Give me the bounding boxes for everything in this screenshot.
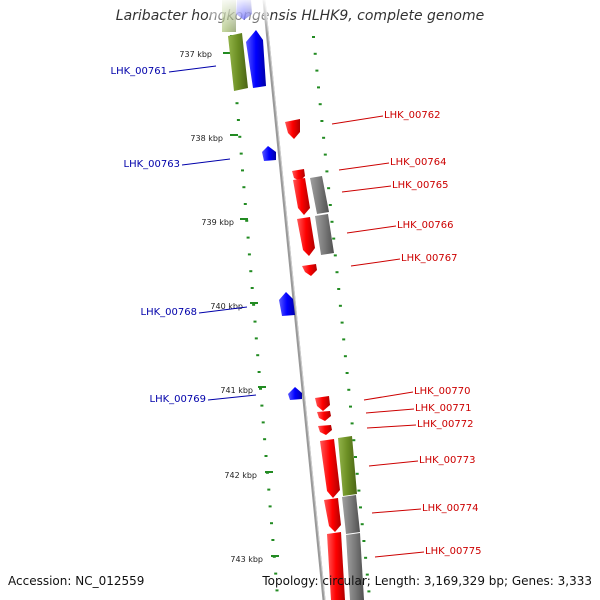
kbp-label: 739 kbp	[201, 218, 234, 227]
leader-line	[341, 185, 392, 193]
inner-tick-ring	[230, 35, 279, 592]
forward-gene-arrow	[293, 178, 310, 215]
leader-line	[350, 258, 401, 267]
forward-gene-arrow	[324, 498, 341, 532]
leader-line	[368, 460, 419, 467]
leader-line	[168, 65, 217, 73]
leader-line	[338, 162, 390, 171]
forward-gene-arrow	[292, 169, 305, 181]
kbp-label: 741 kbp	[220, 386, 253, 395]
reverse-gene-arrow	[288, 387, 302, 400]
gene-label-LHK_00762[interactable]: LHK_00762	[384, 110, 440, 121]
map-title: Laribacter hongkongensis HLHK9, complete…	[115, 8, 485, 24]
forward-gene-arrow	[285, 119, 300, 139]
forward-gene-arrow	[297, 217, 315, 256]
leader-line	[198, 306, 248, 314]
backbone-highlight	[264, 0, 326, 600]
gene-label-LHK_00761[interactable]: LHK_00761	[111, 66, 167, 77]
reverse-gene-arrow	[279, 292, 295, 316]
gene-label-LHK_00771[interactable]: LHK_00771	[415, 403, 471, 414]
topology-text: Topology: circular; Length: 3,169,329 bp…	[262, 574, 592, 588]
leader-line	[365, 408, 415, 414]
gene-label-LHK_00773[interactable]: LHK_00773	[419, 455, 475, 466]
forward-gene-arrow	[302, 264, 317, 276]
top-fade	[210, 0, 270, 34]
backbone-line	[262, 0, 326, 600]
gene-label-LHK_00768[interactable]: LHK_00768	[141, 307, 197, 318]
cog-bar-green	[228, 33, 248, 91]
kbp-label: 737 kbp	[179, 50, 212, 59]
gene-label-LHK_00775[interactable]: LHK_00775	[425, 546, 481, 557]
gene-label-LHK_00769[interactable]: LHK_00769	[150, 394, 206, 405]
gene-label-LHK_00772[interactable]: LHK_00772	[417, 419, 473, 430]
gene-label-LHK_00774[interactable]: LHK_00774	[422, 503, 478, 514]
forward-gene-arrow	[317, 411, 331, 421]
leader-line	[346, 225, 397, 234]
leader-line	[363, 391, 414, 401]
gene-label-LHK_00766[interactable]: LHK_00766	[397, 220, 453, 231]
leader-line	[331, 115, 384, 125]
reverse-gene-arrow	[246, 30, 266, 88]
cog-bar-gray	[310, 176, 329, 214]
kbp-label: 738 kbp	[190, 134, 223, 143]
forward-gene-arrow	[318, 425, 332, 435]
forward-gene-arrow	[320, 439, 340, 498]
cog-bar-gray	[346, 533, 364, 600]
gene-label-LHK_00764[interactable]: LHK_00764	[390, 157, 446, 168]
cog-bar-green	[338, 436, 357, 496]
outer-tick-ring	[312, 36, 371, 593]
cog-bar-gray	[315, 214, 334, 255]
gene-label-LHK_00765[interactable]: LHK_00765	[392, 180, 448, 191]
leader-line	[181, 158, 231, 166]
reverse-gene-arrow	[262, 146, 276, 161]
cog-bar-gray	[342, 495, 360, 534]
gene-label-LHK_00767[interactable]: LHK_00767	[401, 253, 457, 264]
forward-gene-arrow	[315, 396, 330, 411]
accession-text: Accession: NC_012559	[8, 574, 145, 588]
kbp-label: 743 kbp	[230, 555, 263, 564]
leader-line	[366, 424, 417, 429]
leader-line	[371, 508, 422, 514]
leader-line	[207, 394, 257, 401]
kbp-scale: 737 kbp 738 kbp 739 kbp 740 kbp 741 kbp …	[179, 50, 279, 564]
leader-line	[374, 551, 425, 558]
kbp-label: 742 kbp	[224, 471, 257, 480]
gene-label-LHK_00763[interactable]: LHK_00763	[124, 159, 180, 170]
forward-gene-arrow	[327, 532, 345, 600]
gene-label-LHK_00770[interactable]: LHK_00770	[414, 386, 470, 397]
kbp-label: 740 kbp	[210, 302, 243, 311]
